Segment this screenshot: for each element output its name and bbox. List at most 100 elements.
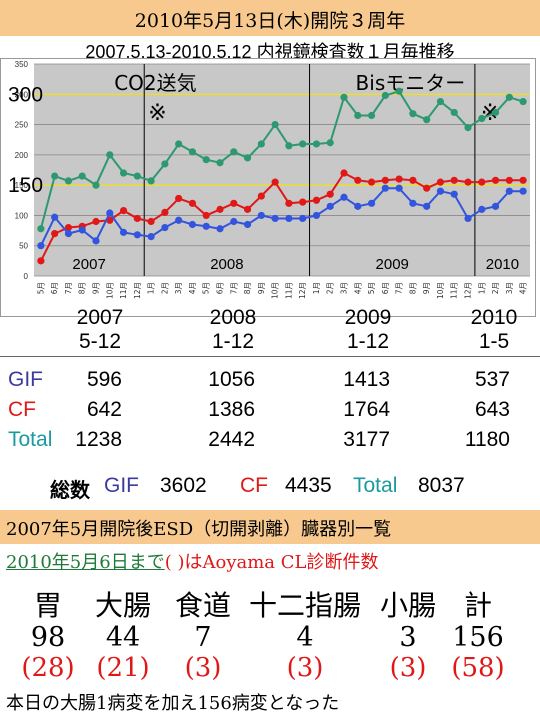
data-point-gif	[133, 231, 141, 239]
data-point-cf	[478, 178, 486, 186]
annotation-co2: CO2送気	[114, 71, 196, 95]
count-colon: 44	[105, 622, 141, 653]
annotation-mark: ※	[148, 101, 166, 126]
cf-2007: 642	[86, 398, 122, 421]
count-total: 156	[452, 622, 504, 653]
esd-subheading: 2010年5月6日まで( )はAoyama CL診断件数	[6, 548, 378, 574]
y-tick-label: 0	[24, 272, 29, 281]
data-point-gif	[119, 228, 128, 236]
data-point-total	[147, 177, 155, 185]
data-point-total	[106, 151, 114, 159]
data-point-gif	[367, 199, 376, 207]
data-point-cf	[312, 196, 321, 204]
x-tick-label: 7月	[229, 282, 238, 294]
data-point-cf	[257, 192, 265, 200]
data-point-total	[381, 91, 389, 100]
x-tick-label: 1月	[477, 282, 486, 294]
x-tick-label: 8月	[78, 282, 87, 294]
totals-gif-label: GIF	[104, 474, 139, 497]
data-point-total	[133, 172, 141, 180]
data-point-total	[491, 108, 500, 117]
clinic-count-esophagus: (3)	[184, 653, 222, 683]
totals-total-label: Total	[353, 474, 398, 497]
data-point-cf	[175, 194, 183, 203]
data-point-gif	[64, 230, 73, 238]
cf-2008: 1386	[208, 398, 255, 421]
data-point-gif	[175, 216, 183, 224]
period-year-2007: 2007	[76, 306, 124, 329]
esd-footnote: 本日の大腸1病変を加え156病変となった	[6, 693, 340, 714]
x-tick-label: 10月	[436, 282, 445, 299]
data-point-cf	[64, 223, 73, 232]
x-tick-label: 7月	[395, 282, 404, 294]
x-tick-label: 2月	[326, 282, 335, 294]
data-point-gif	[161, 223, 169, 232]
total-2010: 1180	[464, 428, 510, 451]
data-point-total	[216, 159, 224, 167]
x-tick-label: 7月	[64, 282, 73, 294]
data-point-gif	[519, 187, 527, 195]
data-point-cf	[92, 217, 100, 226]
gif-2010: 537	[474, 368, 510, 391]
data-point-gif	[147, 233, 155, 241]
data-point-cf	[119, 206, 128, 215]
data-point-cf	[299, 198, 307, 206]
x-tick-label: 1月	[312, 282, 321, 294]
x-tick-label: 3月	[174, 282, 183, 294]
data-point-total	[202, 156, 210, 164]
data-point-cf	[188, 199, 197, 207]
totals-cf-value: 4435	[285, 474, 332, 497]
reference-line-label: 300	[8, 83, 43, 106]
year-label: 2008	[210, 256, 243, 273]
annotation-mark: ※	[481, 101, 499, 126]
y-tick-label: 250	[15, 121, 29, 130]
esd-subheading-note: ( )はAoyama CL診断件数	[164, 552, 379, 573]
period-year-2010: 2010	[470, 306, 518, 329]
clinic-count-colon: (21)	[96, 653, 150, 683]
y-tick-label: 100	[15, 211, 29, 220]
organ-stomach: 胃	[33, 589, 62, 622]
x-tick-label: 9月	[422, 282, 431, 294]
data-point-total	[409, 110, 417, 118]
count-duodenum: 4	[296, 622, 314, 653]
year-label: 2009	[376, 256, 409, 273]
page-title: 2010年5月13日(木)開院３周年	[134, 10, 406, 32]
data-point-total	[92, 181, 100, 189]
x-tick-label: 11月	[284, 282, 293, 299]
data-point-total	[326, 139, 334, 147]
data-point-gif	[106, 209, 114, 217]
data-point-gif	[423, 202, 431, 210]
total-row-label: Total	[8, 428, 53, 451]
x-tick-label: 11月	[119, 282, 128, 299]
data-point-total	[175, 140, 183, 148]
total-2008: 2442	[208, 428, 255, 451]
x-tick-label: 8月	[243, 282, 252, 294]
data-point-cf	[354, 176, 362, 184]
data-point-gif	[478, 205, 486, 213]
data-point-gif	[188, 220, 197, 229]
data-point-cf	[51, 230, 59, 238]
header-banner	[0, 0, 540, 36]
data-point-cf	[202, 211, 210, 220]
totals-total-value: 8037	[418, 474, 465, 497]
data-point-cf	[395, 175, 403, 183]
data-point-gif	[216, 225, 224, 233]
data-point-gif	[354, 202, 362, 210]
data-point-total	[78, 172, 86, 180]
organ-duodenum: 十二指腸	[248, 589, 361, 622]
data-point-total	[519, 97, 527, 106]
x-tick-label: 5月	[367, 282, 376, 294]
reference-line-label: 150	[8, 174, 43, 197]
data-point-gif	[78, 226, 86, 234]
x-tick-label: 5月	[202, 282, 211, 294]
gif-2009: 1413	[343, 368, 390, 391]
y-tick-label: 350	[15, 60, 29, 69]
data-point-gif	[409, 199, 417, 207]
data-point-total	[340, 93, 348, 101]
x-tick-label: 12月	[298, 282, 307, 299]
data-point-cf	[423, 184, 431, 192]
data-point-cf	[161, 208, 169, 216]
cf-2010: 643	[474, 398, 510, 421]
data-point-cf	[381, 176, 389, 184]
